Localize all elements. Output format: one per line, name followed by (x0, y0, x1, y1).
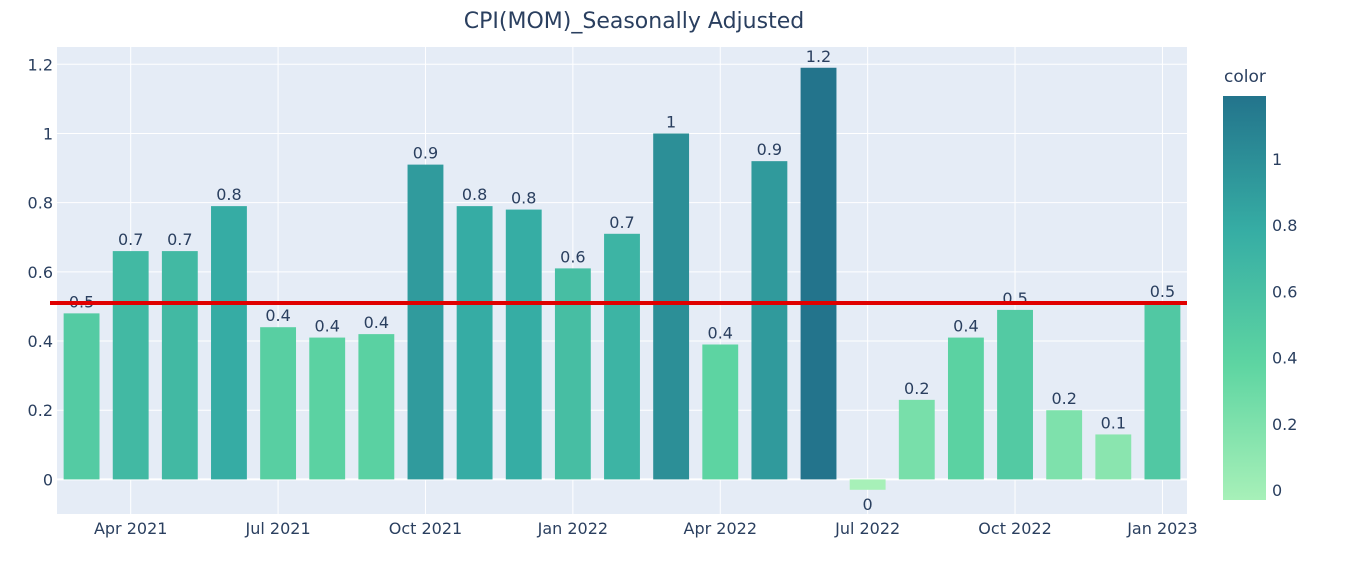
colorbar-title: color (1224, 67, 1266, 87)
y-tick-label: 0.4 (28, 332, 53, 351)
bar-2022-05 (800, 67, 837, 480)
bar-2021-08 (358, 334, 395, 480)
bar-2022-09 (997, 309, 1033, 480)
bar-2021-07 (309, 337, 346, 480)
bar-2021-05 (211, 206, 247, 480)
bar-label-2022-11: 0.1 (1101, 413, 1126, 432)
bar-label-2021-11: 0.8 (511, 189, 536, 208)
bar-label-2021-12: 0.6 (560, 247, 585, 266)
y-tick-label: 0.2 (28, 401, 53, 420)
bar-label-2021-08: 0.4 (364, 313, 389, 332)
bar-2022-11 (1095, 434, 1132, 480)
bar-2021-12 (554, 268, 591, 480)
bar-label-2021-07: 0.4 (314, 317, 339, 336)
bar-label-2022-04: 0.9 (757, 140, 782, 159)
bar-2022-07 (898, 399, 935, 480)
bar-label-2021-06: 0.4 (265, 306, 290, 325)
bar-label-2022-07: 0.2 (904, 379, 929, 398)
bar-2022-03 (702, 344, 739, 480)
bar-label-2021-04: 0.7 (167, 230, 192, 249)
bar-label-2022-06: 0 (863, 495, 873, 514)
bar-label-2021-05: 0.8 (216, 185, 241, 204)
x-tick-label: Jul 2022 (834, 519, 900, 538)
bar-2021-03 (112, 251, 149, 480)
bar-2022-01 (604, 233, 640, 480)
bars (63, 67, 1181, 490)
bar-2021-09 (407, 164, 444, 480)
bar-label-2021-03: 0.7 (118, 230, 143, 249)
bar-2022-10 (1046, 410, 1083, 480)
bar-2022-02 (653, 133, 690, 480)
y-tick-label: 0 (43, 470, 53, 489)
colorbar: color 0 0.2 0.4 0.6 0.8 1 (1223, 67, 1297, 500)
x-tick-label: Oct 2021 (389, 519, 462, 538)
bar-2021-04 (161, 251, 198, 480)
colorbar-gradient (1223, 96, 1266, 500)
bar-2022-08 (947, 337, 984, 480)
y-axis: 0 0.2 0.4 0.6 0.8 1 1.2 (28, 55, 53, 489)
x-axis: Apr 2021 Jul 2021 Oct 2021 Jan 2022 Apr 2022… (94, 519, 1198, 538)
bar-labels: 0.5 0.7 0.7 0.8 0.4 0.4 0.4 0.9 0.8 0.8 0.6 0.7 1 0.4… (69, 47, 1175, 514)
y-tick-label: 0.6 (28, 263, 53, 282)
x-tick-label: Apr 2022 (684, 519, 757, 538)
colorbar-tick-label: 0 (1272, 481, 1282, 500)
bar-2022-04 (751, 161, 788, 480)
bar-2021-06 (260, 327, 297, 480)
colorbar-tick-label: 0.8 (1272, 216, 1297, 235)
colorbar-tick-label: 0.4 (1272, 349, 1297, 368)
bar-2021-02 (63, 313, 100, 480)
bar-2022-06 (849, 479, 886, 490)
chart-title: CPI(MOM)_Seasonally Adjusted (464, 9, 804, 34)
bar-2022-12 (1144, 302, 1181, 480)
y-tick-label: 1.2 (28, 55, 53, 74)
bar-2021-11 (505, 209, 542, 480)
bar-label-2022-03: 0.4 (708, 323, 733, 342)
colorbar-tick-label: 0.6 (1272, 282, 1297, 301)
bar-label-2022-08: 0.4 (953, 317, 978, 336)
x-tick-label: Jan 2022 (537, 519, 608, 538)
bar-label-2022-01: 0.7 (609, 213, 634, 232)
bar-label-2022-02: 1 (666, 112, 676, 131)
bar-2021-10 (456, 206, 493, 480)
colorbar-tick-label: 1 (1272, 150, 1282, 169)
bar-label-2022-05: 1.2 (806, 47, 831, 66)
bar-label-2022-12: 0.5 (1150, 282, 1175, 301)
x-tick-label: Apr 2021 (94, 519, 167, 538)
bar-label-2021-10: 0.8 (462, 185, 487, 204)
y-tick-label: 1 (43, 124, 53, 143)
x-tick-label: Oct 2022 (978, 519, 1051, 538)
x-tick-label: Jan 2023 (1126, 519, 1197, 538)
bar-label-2021-09: 0.9 (413, 144, 438, 163)
bar-label-2022-10: 0.2 (1051, 389, 1076, 408)
colorbar-tick-label: 0.2 (1272, 415, 1297, 434)
y-tick-label: 0.8 (28, 194, 53, 213)
x-tick-label: Jul 2021 (245, 519, 311, 538)
bar-label-2022-09: 0.5 (1002, 289, 1027, 308)
